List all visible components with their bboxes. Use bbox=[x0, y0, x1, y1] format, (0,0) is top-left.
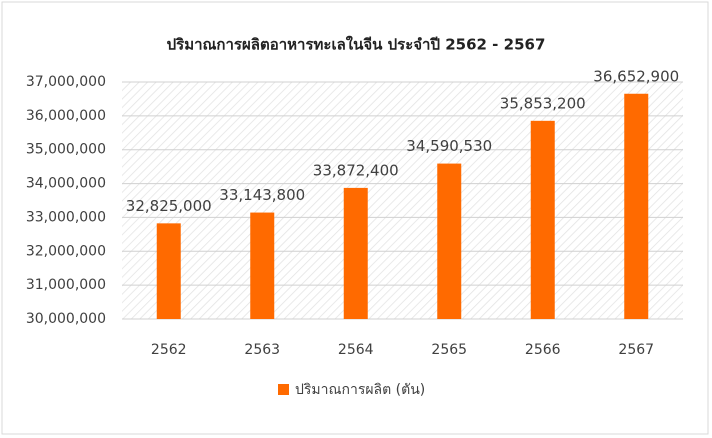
bar bbox=[437, 163, 462, 319]
x-tick-label: 2563 bbox=[244, 342, 280, 358]
x-tick-label: 2562 bbox=[151, 342, 187, 358]
y-tick-label: 34,000,000 bbox=[26, 176, 106, 192]
y-tick-label: 32,000,000 bbox=[26, 243, 106, 259]
y-tick-label: 33,000,000 bbox=[26, 209, 106, 225]
y-tick-label: 36,000,000 bbox=[26, 108, 106, 124]
data-label: 32,825,000 bbox=[126, 197, 212, 215]
bar bbox=[156, 223, 181, 319]
x-tick-label: 2565 bbox=[431, 342, 467, 358]
x-tick-label: 2566 bbox=[525, 342, 561, 358]
bar bbox=[624, 93, 649, 319]
data-label: 34,590,530 bbox=[406, 137, 492, 155]
data-label: 35,853,200 bbox=[500, 94, 586, 112]
y-tick-label: 30,000,000 bbox=[26, 311, 106, 327]
legend-swatch bbox=[278, 384, 289, 395]
legend-label: ปริมาณการผลิต (ตัน) bbox=[295, 382, 425, 398]
data-label: 33,143,800 bbox=[219, 186, 305, 204]
y-tick-label: 31,000,000 bbox=[26, 277, 106, 293]
data-label: 33,872,400 bbox=[313, 161, 399, 179]
plot-area bbox=[122, 82, 683, 319]
bar bbox=[250, 212, 275, 319]
bar bbox=[530, 120, 555, 320]
chart-title: ปริมาณการผลิตอาหารทะเลในจีน ประจำปี 2562… bbox=[167, 36, 546, 54]
data-label: 36,652,900 bbox=[593, 67, 679, 85]
y-tick-label: 35,000,000 bbox=[26, 142, 106, 158]
y-tick-label: 37,000,000 bbox=[26, 74, 106, 90]
x-tick-label: 2567 bbox=[618, 342, 654, 358]
x-tick-label: 2564 bbox=[338, 342, 374, 358]
bar bbox=[343, 187, 368, 319]
